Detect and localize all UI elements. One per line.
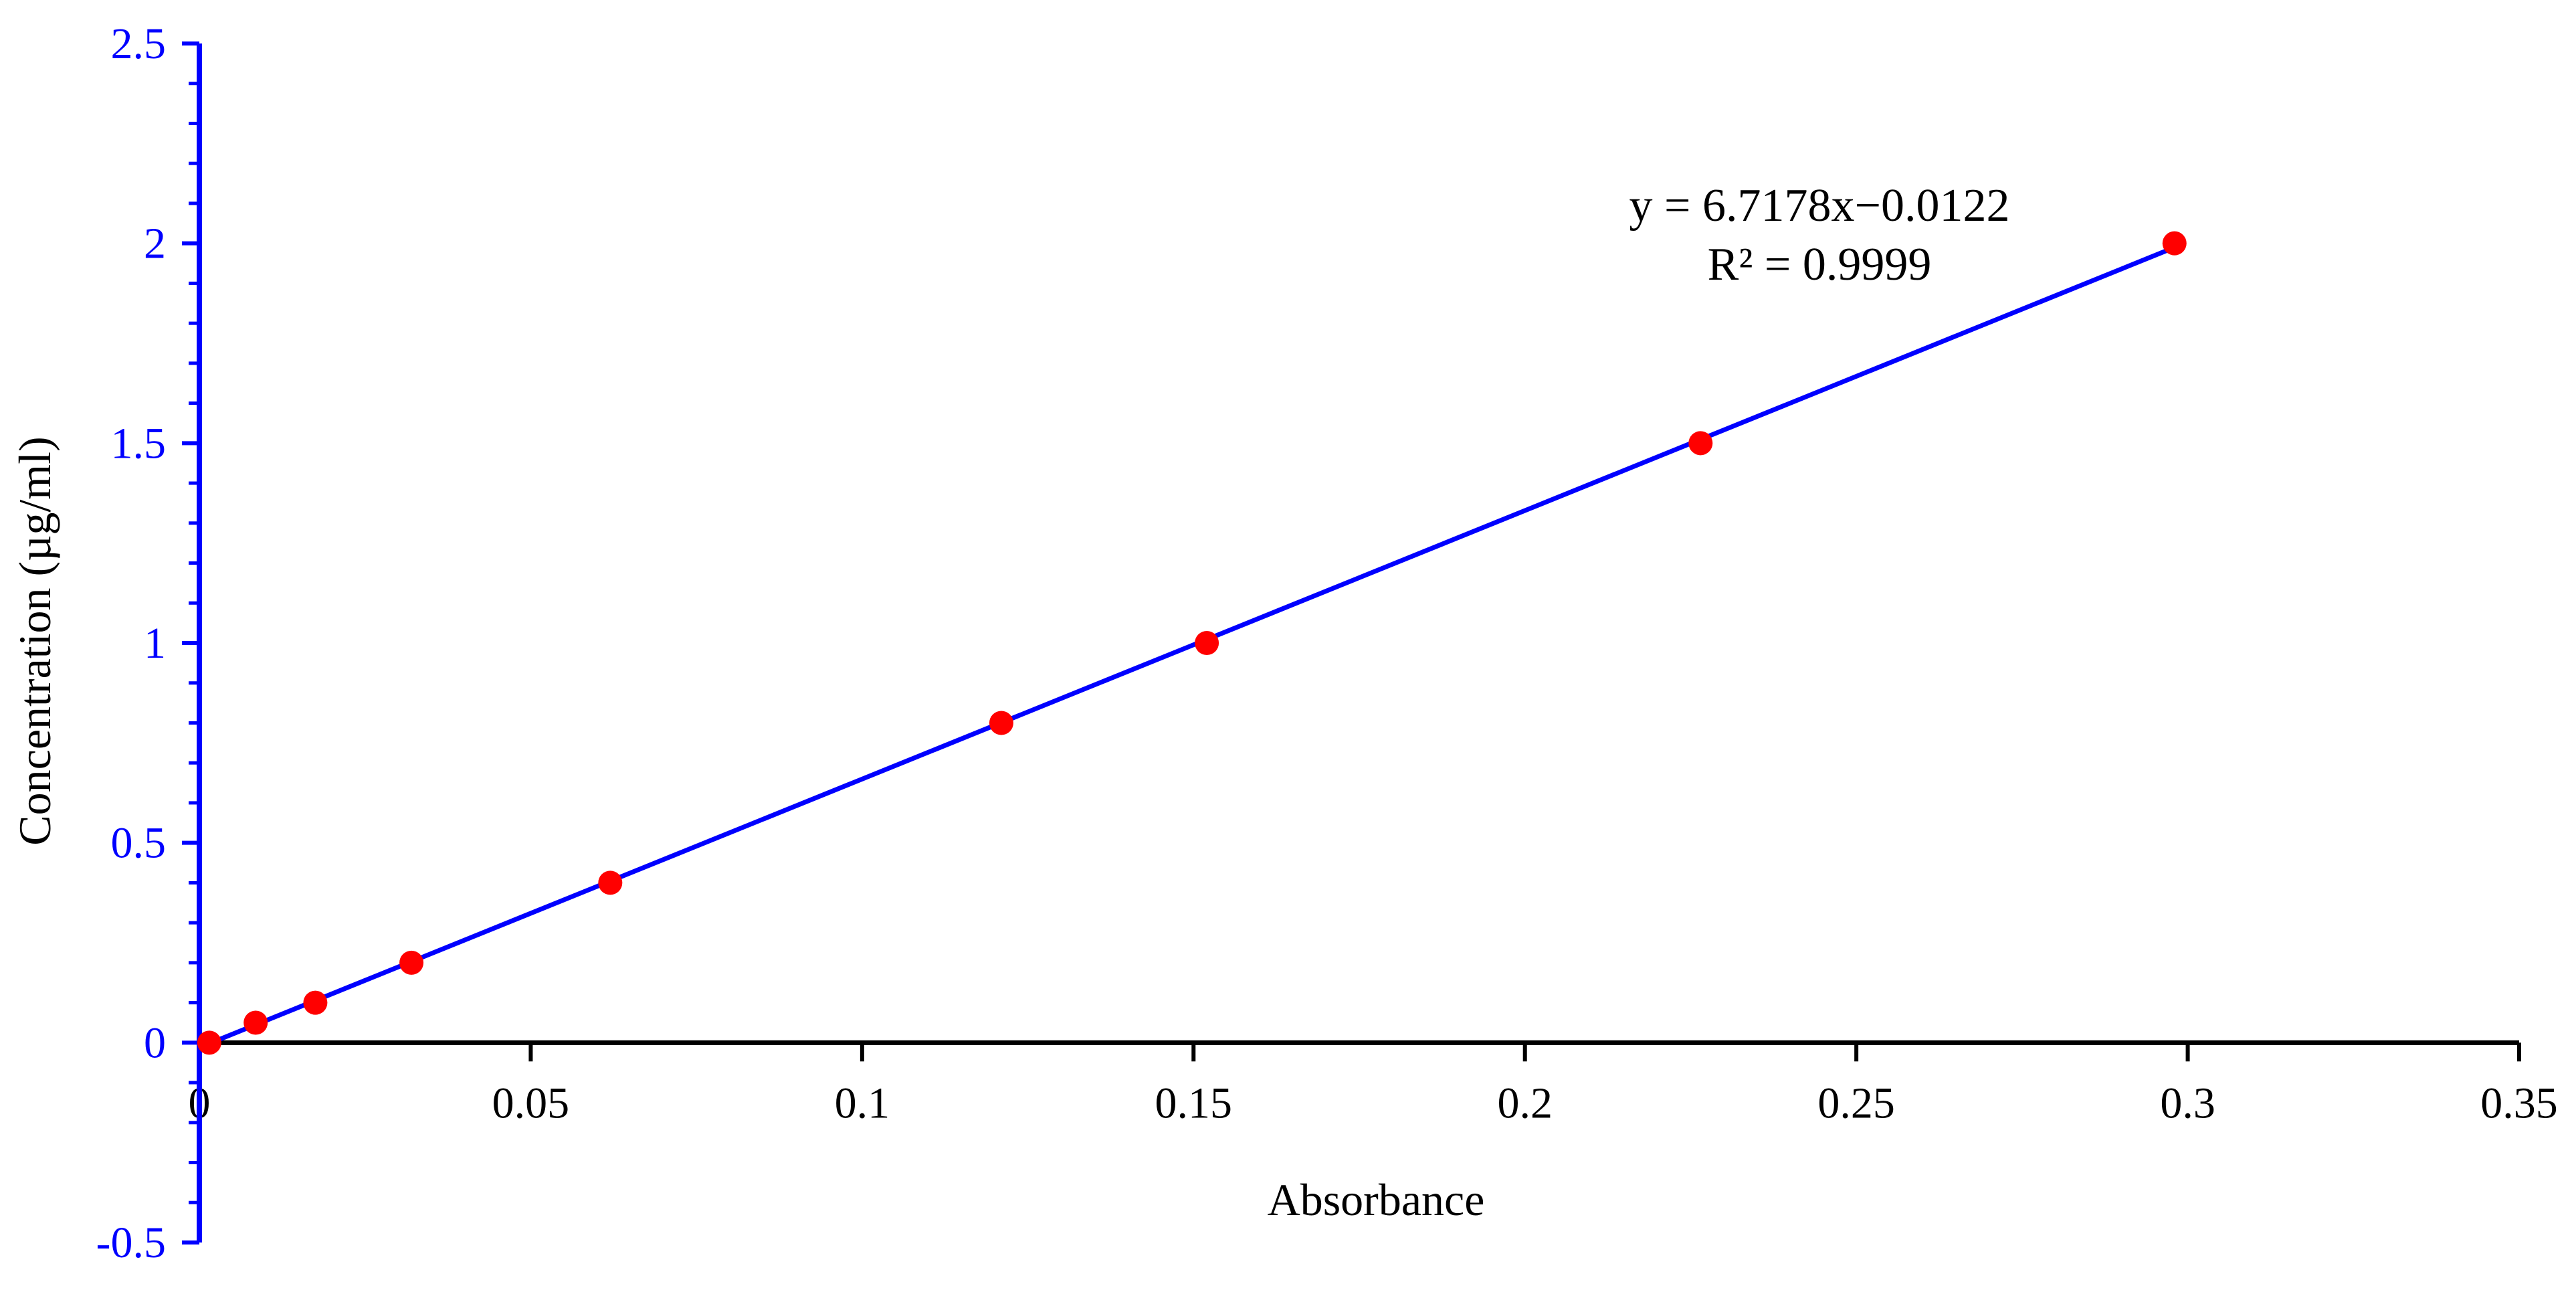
x-tick-label: 0.05	[492, 1079, 570, 1127]
y-tick-label: 0.5	[111, 819, 167, 868]
y-tick-label: 1	[144, 619, 166, 668]
trendline	[198, 245, 2176, 1050]
x-tick-label: 0.15	[1155, 1079, 1233, 1127]
data-point	[1688, 431, 1713, 456]
x-axis: 00.050.10.150.20.250.30.35	[189, 1040, 2558, 1127]
y-tick-label: 2	[144, 219, 166, 268]
trendline-r-squared: R² = 0.9999	[1708, 239, 1932, 290]
data-points	[197, 231, 2187, 1055]
y-tick-label: 1.5	[111, 419, 167, 468]
data-point	[989, 711, 1013, 735]
x-tick-label: 0.3	[2160, 1079, 2215, 1127]
data-point	[197, 1030, 221, 1055]
data-point	[2162, 231, 2187, 256]
x-tick-label: 0.35	[2480, 1079, 2558, 1127]
y-tick-label: 2.5	[111, 19, 167, 68]
y-axis-title: Concentration (µg/ml)	[9, 436, 60, 845]
x-tick-label: 0.1	[835, 1079, 890, 1127]
x-axis-title: Absorbance	[1268, 1174, 1485, 1225]
y-tick-label: 0	[144, 1018, 166, 1067]
data-point	[598, 870, 623, 895]
data-point	[399, 950, 424, 975]
trendline-line	[198, 245, 2176, 1050]
y-axis: -0.5 0 0.5 1 1.5 2 2.5	[96, 19, 202, 1267]
x-tick-label: 0.2	[1497, 1079, 1553, 1127]
data-point	[1195, 631, 1219, 655]
data-point	[303, 990, 328, 1015]
y-tick-label: -0.5	[96, 1218, 166, 1267]
trendline-equation: y = 6.7178x−0.0122	[1629, 180, 2010, 232]
x-tick-label: 0.25	[1817, 1079, 1895, 1127]
data-point	[243, 1010, 268, 1035]
